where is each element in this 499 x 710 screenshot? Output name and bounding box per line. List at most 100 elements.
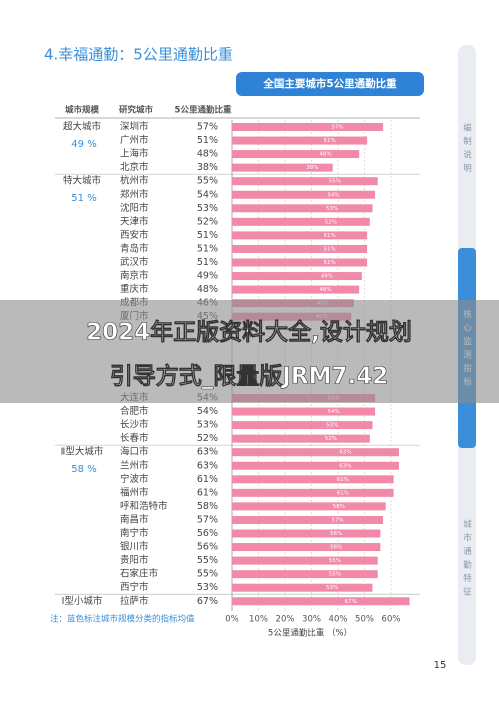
city-name: 拉萨市 [120,595,149,607]
bar-value-label: 63% [339,450,351,456]
bar-value-label: 52% [325,436,337,442]
bar-value-label: 57% [331,125,343,131]
city-name: 西安市 [120,229,149,241]
value-text: 51% [197,230,218,241]
city-name: 沈阳市 [120,202,149,214]
value-text: 38% [197,162,218,173]
bar [232,163,333,172]
value-text: 48% [197,284,218,295]
bar-value-label: 55% [329,572,341,578]
scale-mean: 51 % [71,193,96,204]
value-text: 56% [197,528,218,539]
value-text: 57% [197,122,218,133]
bar [232,136,368,145]
scale-mean: 58 % [71,464,96,475]
value-text: 57% [197,514,218,525]
column-header: 研究城市 [119,105,154,116]
bar [232,570,378,579]
bar-value-label: 51% [323,233,335,239]
city-name: 南昌市 [120,513,149,525]
bar-value-label: 49% [321,274,333,280]
sidebar-label: 编制说明 [462,122,472,177]
bar-value-label: 61% [337,477,349,483]
bar-value-label: 56% [330,531,342,537]
scale-mean: 49 % [71,139,96,150]
bar-value-label: 53% [326,585,338,591]
city-name: 杭州市 [120,175,149,187]
bar-value-label: 54% [327,409,339,415]
city-name: 武汉市 [120,256,149,268]
value-text: 55% [197,176,218,187]
value-text: 54% [197,189,218,200]
column-header: 5公里通勤比重 [175,105,232,116]
bar [232,231,368,240]
city-name: 青岛市 [120,242,149,254]
city-name: 呼和浩特市 [120,500,168,512]
city-name: 西宁市 [120,581,149,593]
chart-title: 全国主要城市5公里通勤比重 [262,77,397,90]
city-name: 天津市 [120,215,149,227]
bar-value-label: 48% [319,287,331,293]
bar [232,461,399,470]
bar-value-label: 55% [329,558,341,564]
bar [232,177,378,186]
city-name: 南宁市 [120,527,149,539]
bar [232,285,360,294]
x-tick-label: 30% [302,615,321,625]
bar-value-label: 53% [326,423,338,429]
bar-value-label: 48% [319,152,331,158]
bar-value-label: 51% [323,246,335,252]
city-name: 贵阳市 [120,554,149,566]
x-tick-label: 0% [225,615,239,625]
bar-value-label: 38% [306,165,318,171]
value-text: 52% [197,433,218,444]
bar-value-label: 56% [330,545,342,551]
bar-value-label: 53% [326,206,338,212]
value-text: 61% [197,487,218,498]
banner-text: 引导方式_限量版JRM7.42 [110,363,388,390]
chart-body: 0% 10% 20% 30% 40% 50% 60% 超大城市 49 % 深圳市 57% 57% 广州市… [55,120,420,625]
bar [232,272,362,281]
bar-value-label: 63% [339,463,351,469]
scale-label: 特大城市 [63,175,102,187]
value-text: 55% [197,569,218,580]
sidebar-label: 城市通勤特征 [462,520,472,601]
banner [0,300,499,403]
bar [232,502,386,511]
city-name: 南京市 [120,270,149,282]
bar-value-label: 52% [325,219,337,225]
value-text: 61% [197,474,218,485]
bar [232,488,394,497]
city-name: 北京市 [120,161,149,173]
city-name: 长春市 [120,432,149,444]
scale-label: 超大城市 [63,121,102,133]
city-name: 广州市 [120,134,149,146]
x-axis-title: 5公里通勤比重 （%） [268,628,352,639]
city-name: 重庆市 [120,283,149,295]
value-text: 55% [197,555,218,566]
value-text: 49% [197,271,218,282]
bar [232,204,373,213]
bar [232,123,384,131]
value-text: 53% [197,420,218,431]
bar [232,244,368,253]
bar [232,190,376,199]
city-name: 银川市 [120,541,149,553]
city-name: 上海市 [120,148,149,160]
x-tick-label: 40% [329,615,348,625]
bar [232,407,376,416]
value-text: 52% [197,216,218,227]
bar-value-label: 58% [333,504,345,510]
bar-value-label: 61% [337,490,349,496]
value-text: 51% [197,257,218,268]
city-name: 合肥市 [120,405,149,417]
value-text: 54% [197,406,218,417]
city-name: 福州市 [120,486,149,498]
bar [232,583,373,592]
city-name: 石家庄市 [120,568,159,580]
scale-label: Ⅰ型小城市 [62,595,103,607]
city-name: 深圳市 [120,121,149,133]
bar [232,475,394,484]
bar [232,515,384,524]
